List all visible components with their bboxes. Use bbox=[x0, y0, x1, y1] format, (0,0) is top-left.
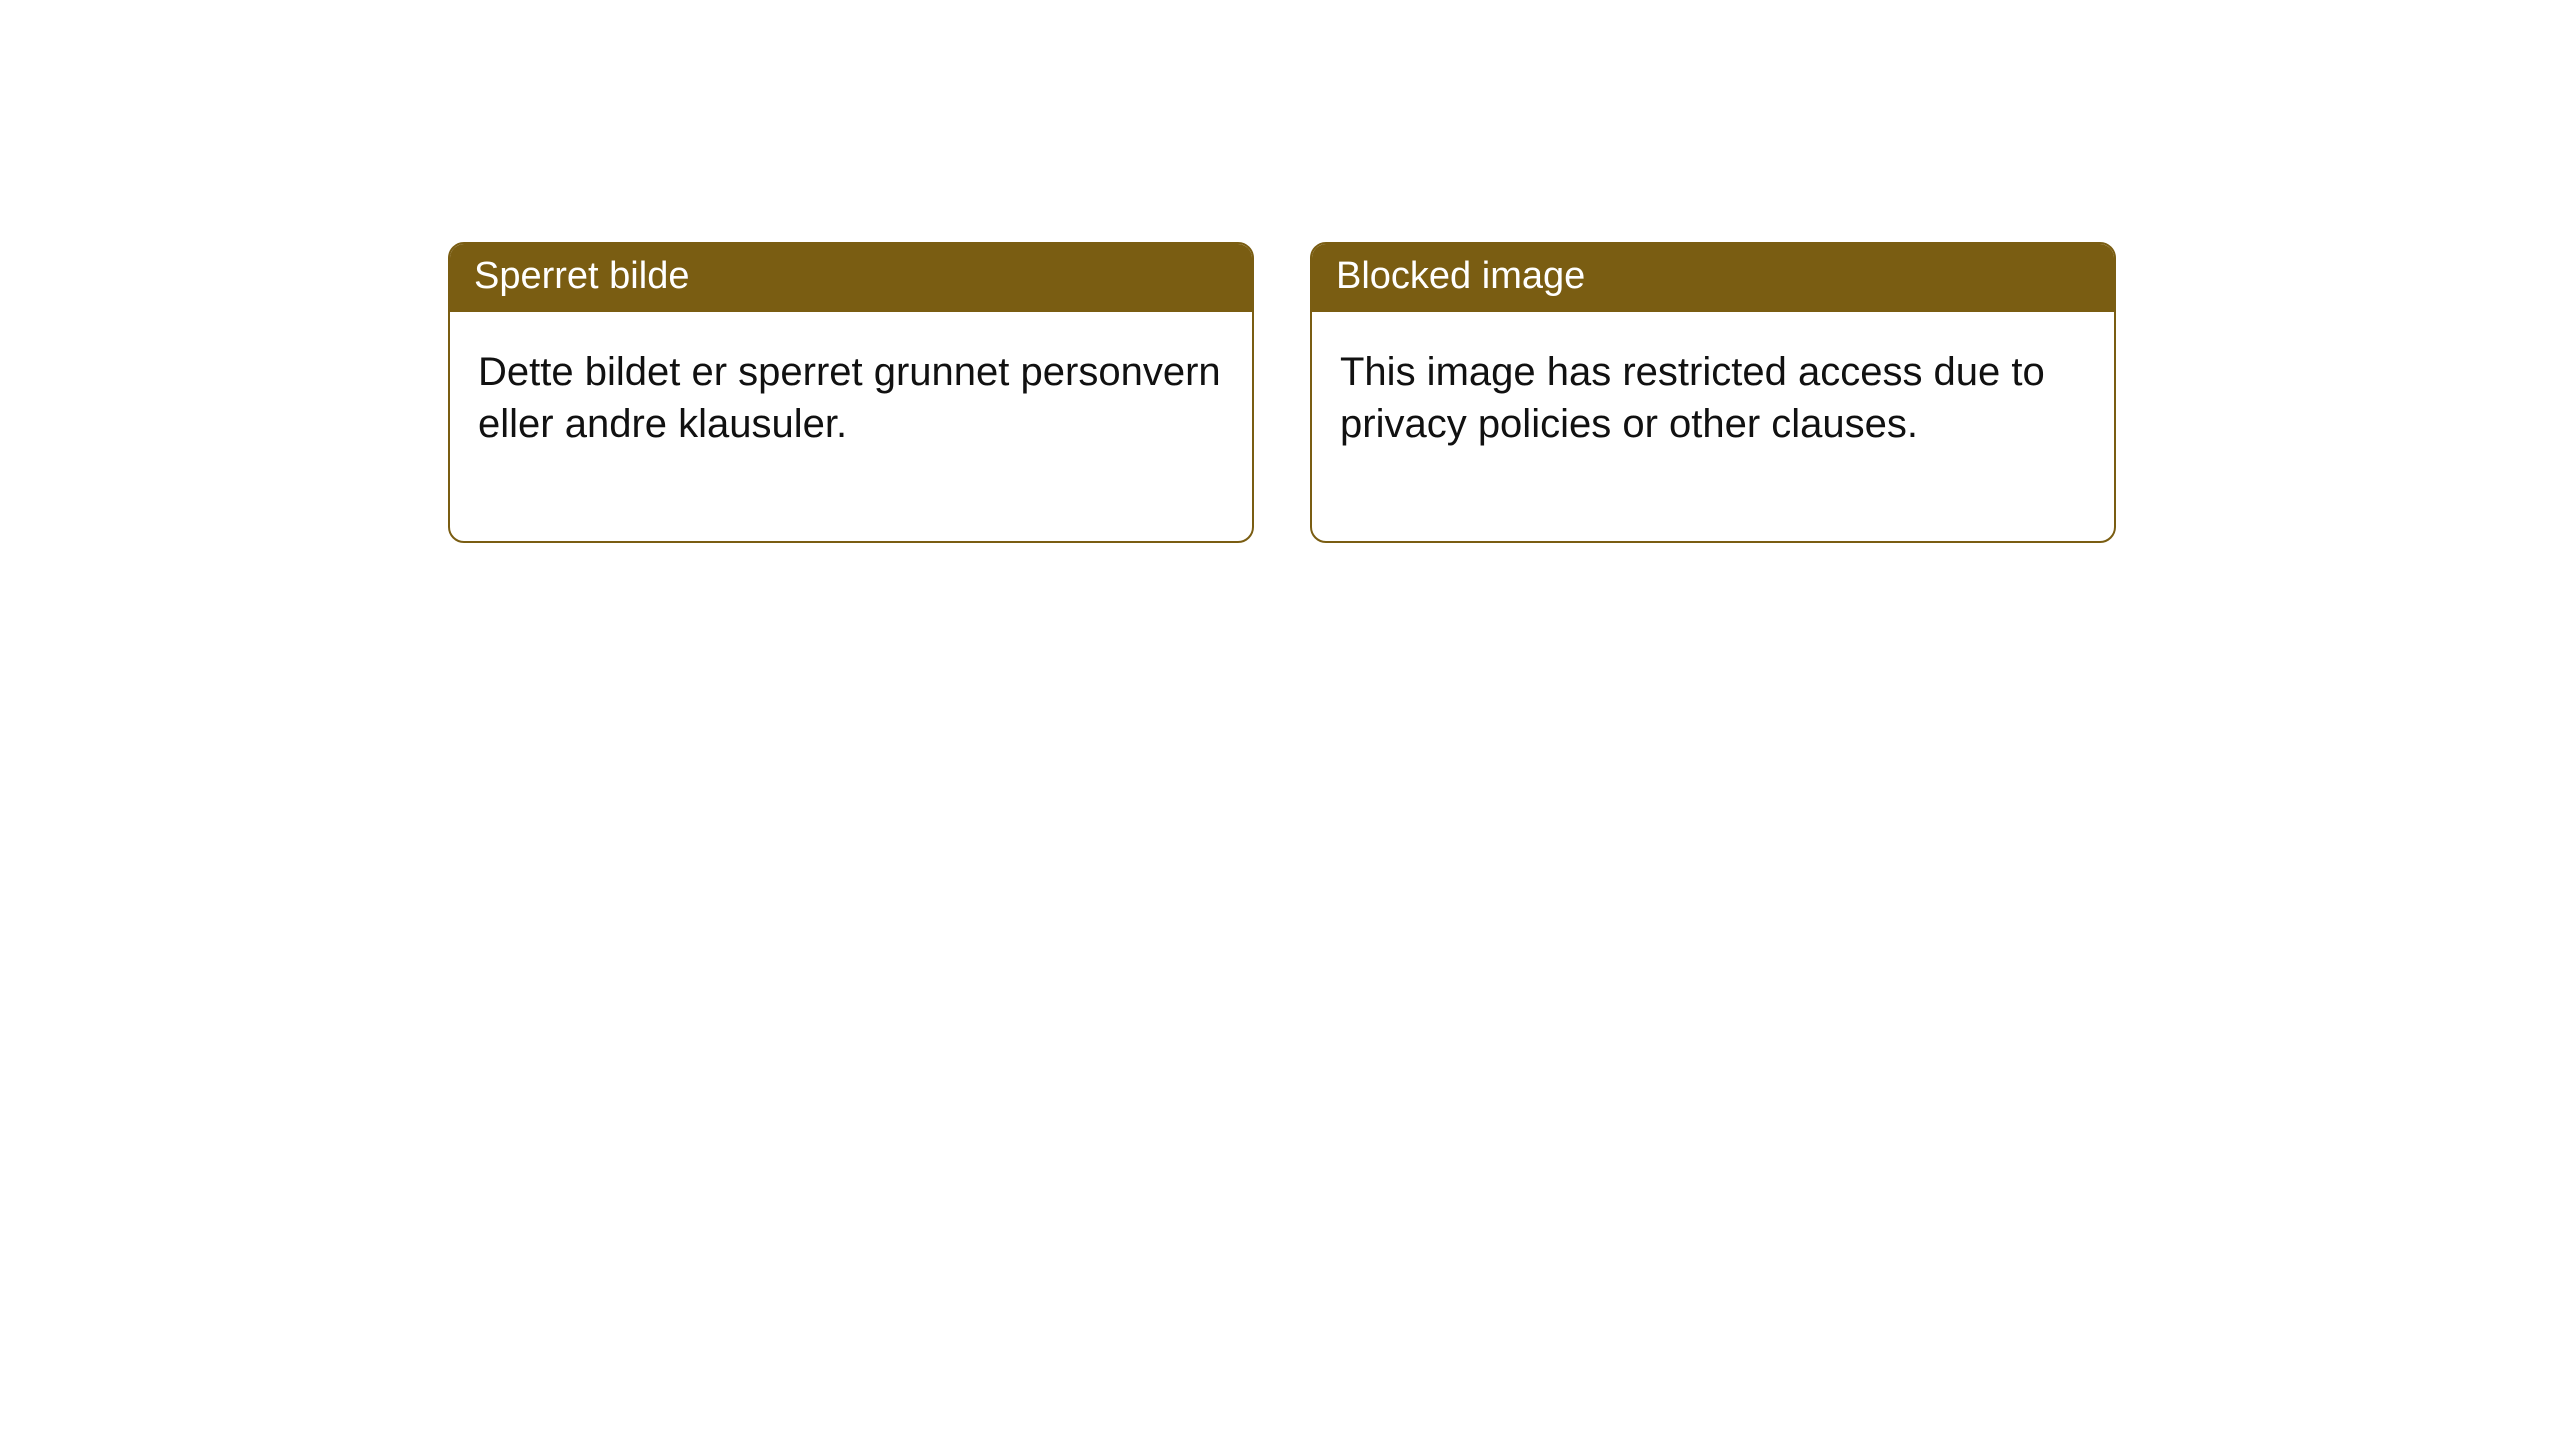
notice-card-right: Blocked image This image has restricted … bbox=[1310, 242, 2116, 543]
notice-body-left: Dette bildet er sperret grunnet personve… bbox=[450, 312, 1252, 542]
notice-container: Sperret bilde Dette bildet er sperret gr… bbox=[0, 0, 2560, 543]
notice-header-right: Blocked image bbox=[1312, 244, 2114, 312]
notice-body-right: This image has restricted access due to … bbox=[1312, 312, 2114, 542]
notice-card-left: Sperret bilde Dette bildet er sperret gr… bbox=[448, 242, 1254, 543]
notice-header-left: Sperret bilde bbox=[450, 244, 1252, 312]
